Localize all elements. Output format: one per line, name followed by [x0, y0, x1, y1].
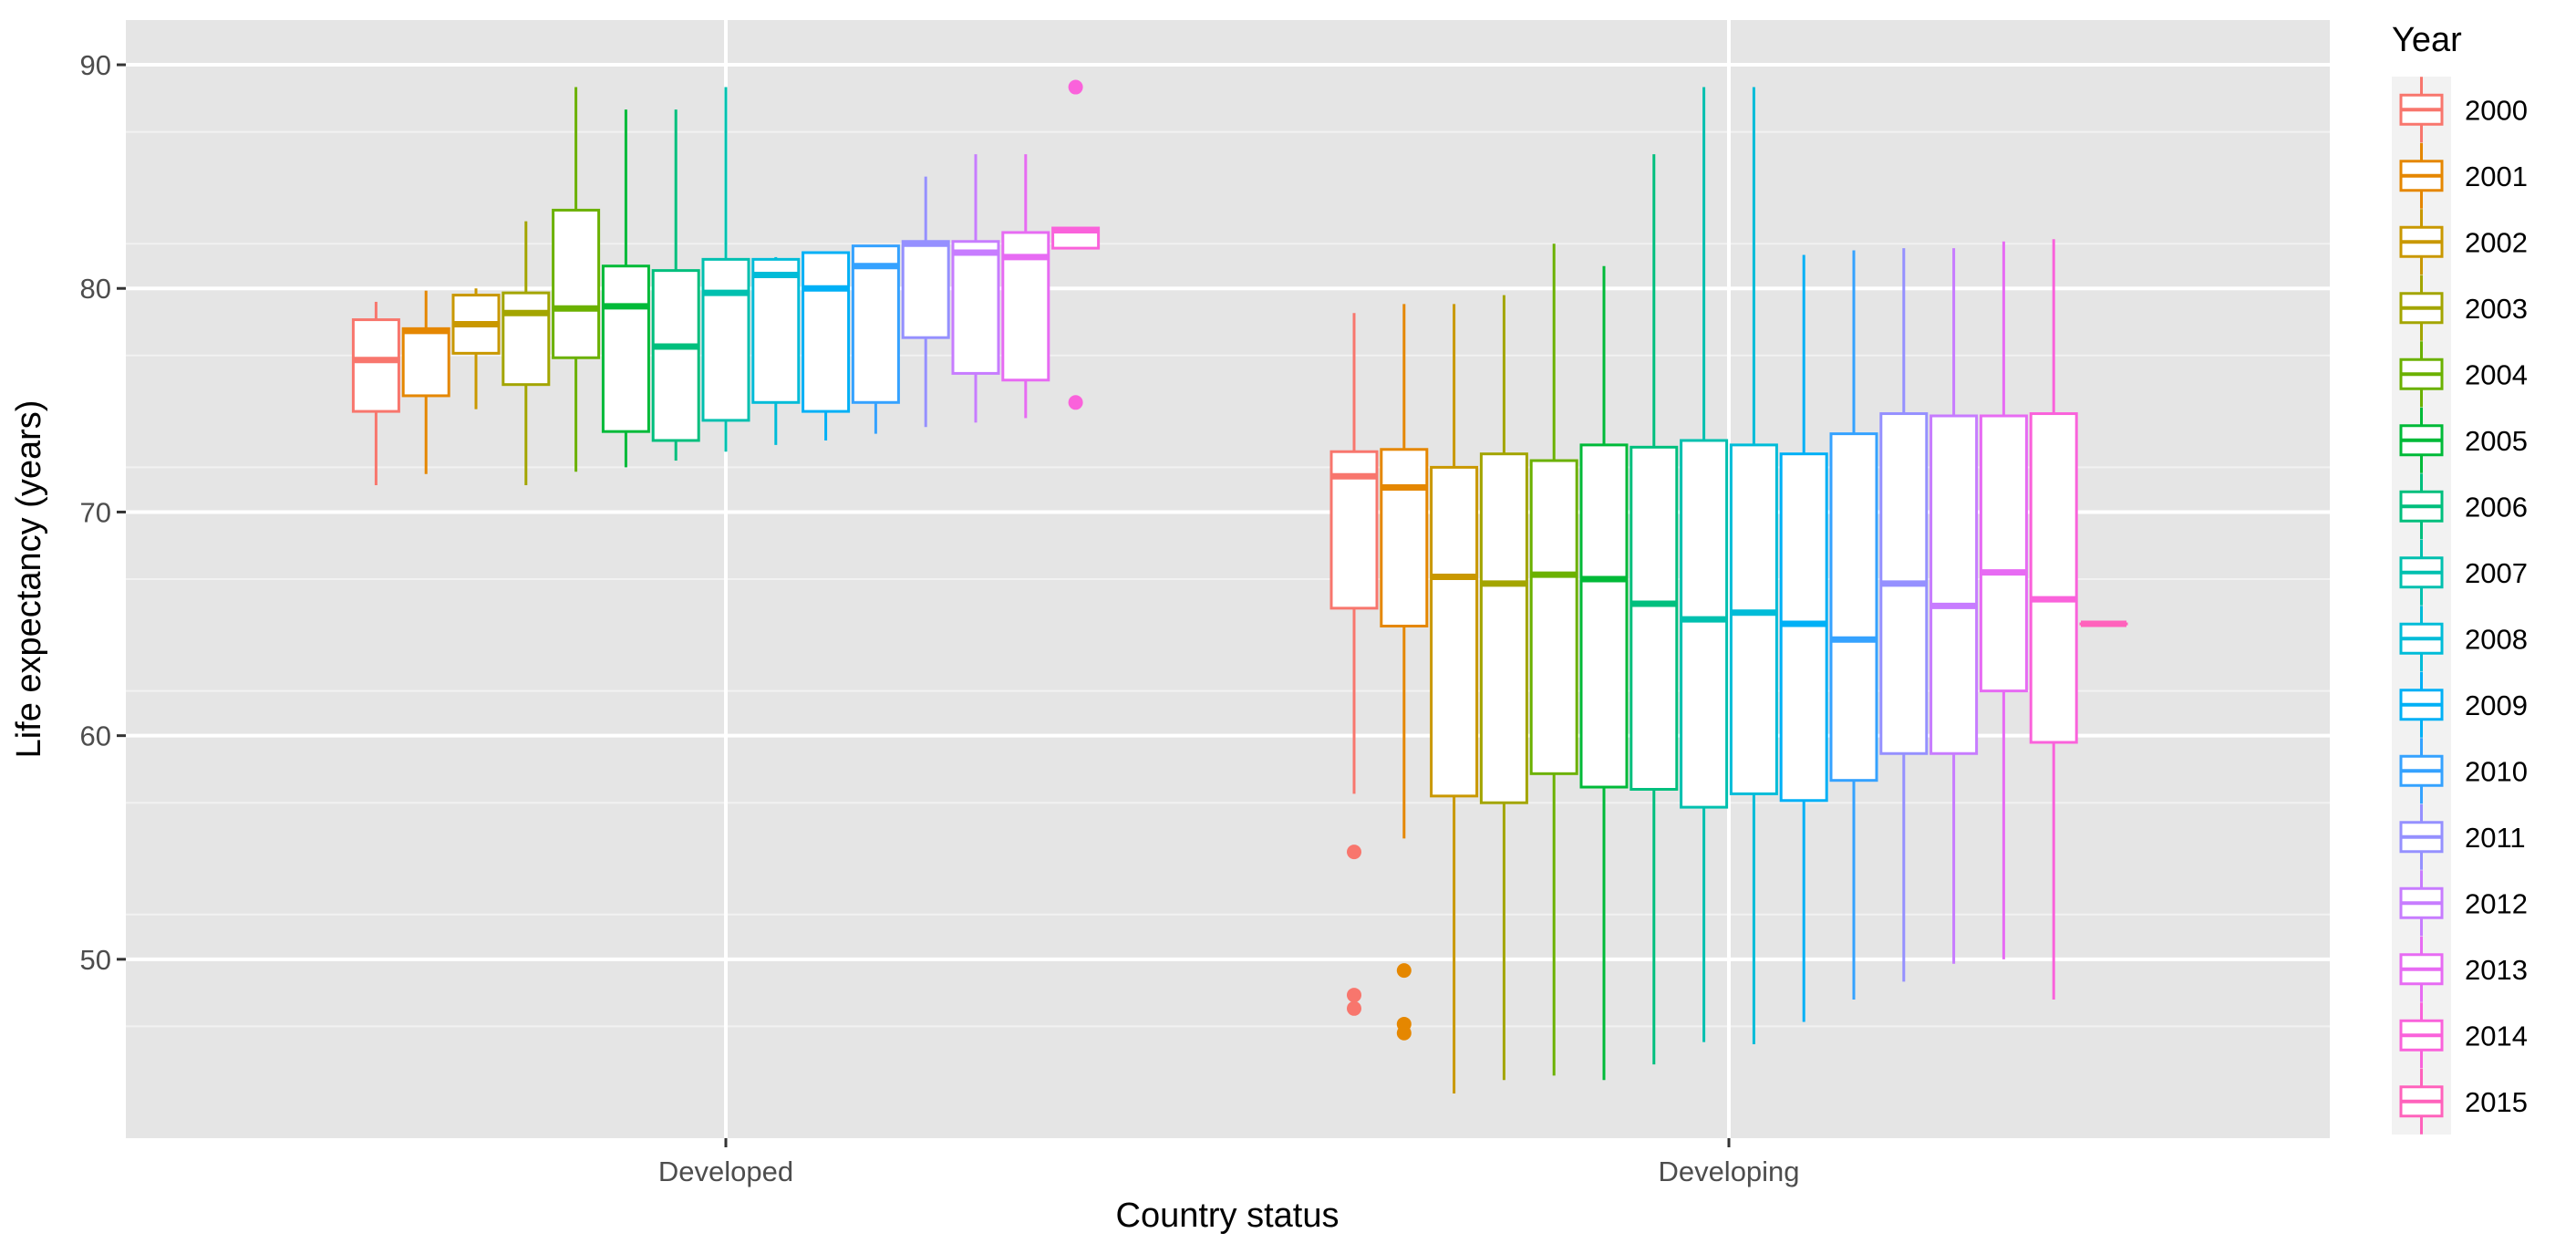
box-body — [1381, 450, 1427, 627]
x-axis-title: Country status — [1116, 1197, 1340, 1235]
legend-label: 2007 — [2465, 557, 2528, 589]
box-body — [953, 242, 998, 374]
legend-label: 2001 — [2465, 161, 2528, 192]
y-axis-title: Life expectancy (years) — [10, 400, 48, 759]
y-tick-label: 90 — [80, 49, 111, 81]
box-body — [503, 293, 549, 385]
box-body — [1781, 454, 1826, 801]
box-body — [1731, 445, 1776, 794]
box-body — [903, 242, 948, 337]
legend-label: 2009 — [2465, 689, 2528, 721]
legend-label: 2008 — [2465, 623, 2528, 655]
outlier-point — [1397, 963, 1412, 978]
box-body — [1432, 467, 1477, 795]
y-tick-label: 50 — [80, 944, 111, 976]
box-body — [803, 253, 849, 411]
legend-label: 2013 — [2465, 954, 2528, 986]
box-body — [703, 259, 749, 420]
legend-label: 2000 — [2465, 94, 2528, 126]
box-body — [1481, 454, 1526, 803]
outlier-point — [1069, 80, 1083, 95]
box-body — [553, 210, 599, 358]
legend-label: 2012 — [2465, 887, 2528, 919]
legend-label: 2002 — [2465, 226, 2528, 258]
box-body — [403, 328, 449, 396]
outlier-point — [1347, 845, 1361, 859]
outlier-point — [1069, 395, 1083, 409]
box-body — [1981, 416, 2026, 691]
x-tick-label: Developed — [658, 1156, 793, 1187]
legend-label: 2011 — [2465, 822, 2526, 854]
outlier-point — [1397, 1026, 1412, 1041]
box-body — [853, 246, 898, 403]
box-body — [2031, 414, 2076, 742]
box-body — [1931, 416, 1977, 753]
legend-label: 2006 — [2465, 491, 2528, 523]
box-body — [603, 266, 648, 431]
y-tick-label: 70 — [80, 496, 111, 528]
legend-label: 2015 — [2465, 1086, 2528, 1118]
y-tick-label: 60 — [80, 720, 111, 752]
x-tick-label: Developing — [1658, 1156, 1799, 1187]
y-tick-label: 80 — [80, 273, 111, 305]
legend-label: 2010 — [2465, 755, 2528, 787]
legend-label: 2004 — [2465, 358, 2528, 390]
box-body — [1631, 447, 1677, 789]
legend-label: 2014 — [2465, 1020, 2528, 1052]
box-body — [353, 320, 398, 412]
box-body — [1531, 461, 1577, 773]
legend-label: 2005 — [2465, 425, 2528, 457]
outlier-point — [1347, 1001, 1361, 1016]
box-body — [653, 271, 698, 440]
box-body — [1581, 445, 1627, 787]
legend-label: 2003 — [2465, 293, 2528, 325]
box-body — [753, 259, 799, 402]
legend-title: Year — [2392, 21, 2462, 59]
box-body — [1681, 440, 1727, 807]
outlier-point — [1347, 988, 1361, 1002]
box-developed-2009 — [803, 253, 849, 440]
box-body — [1831, 434, 1877, 781]
